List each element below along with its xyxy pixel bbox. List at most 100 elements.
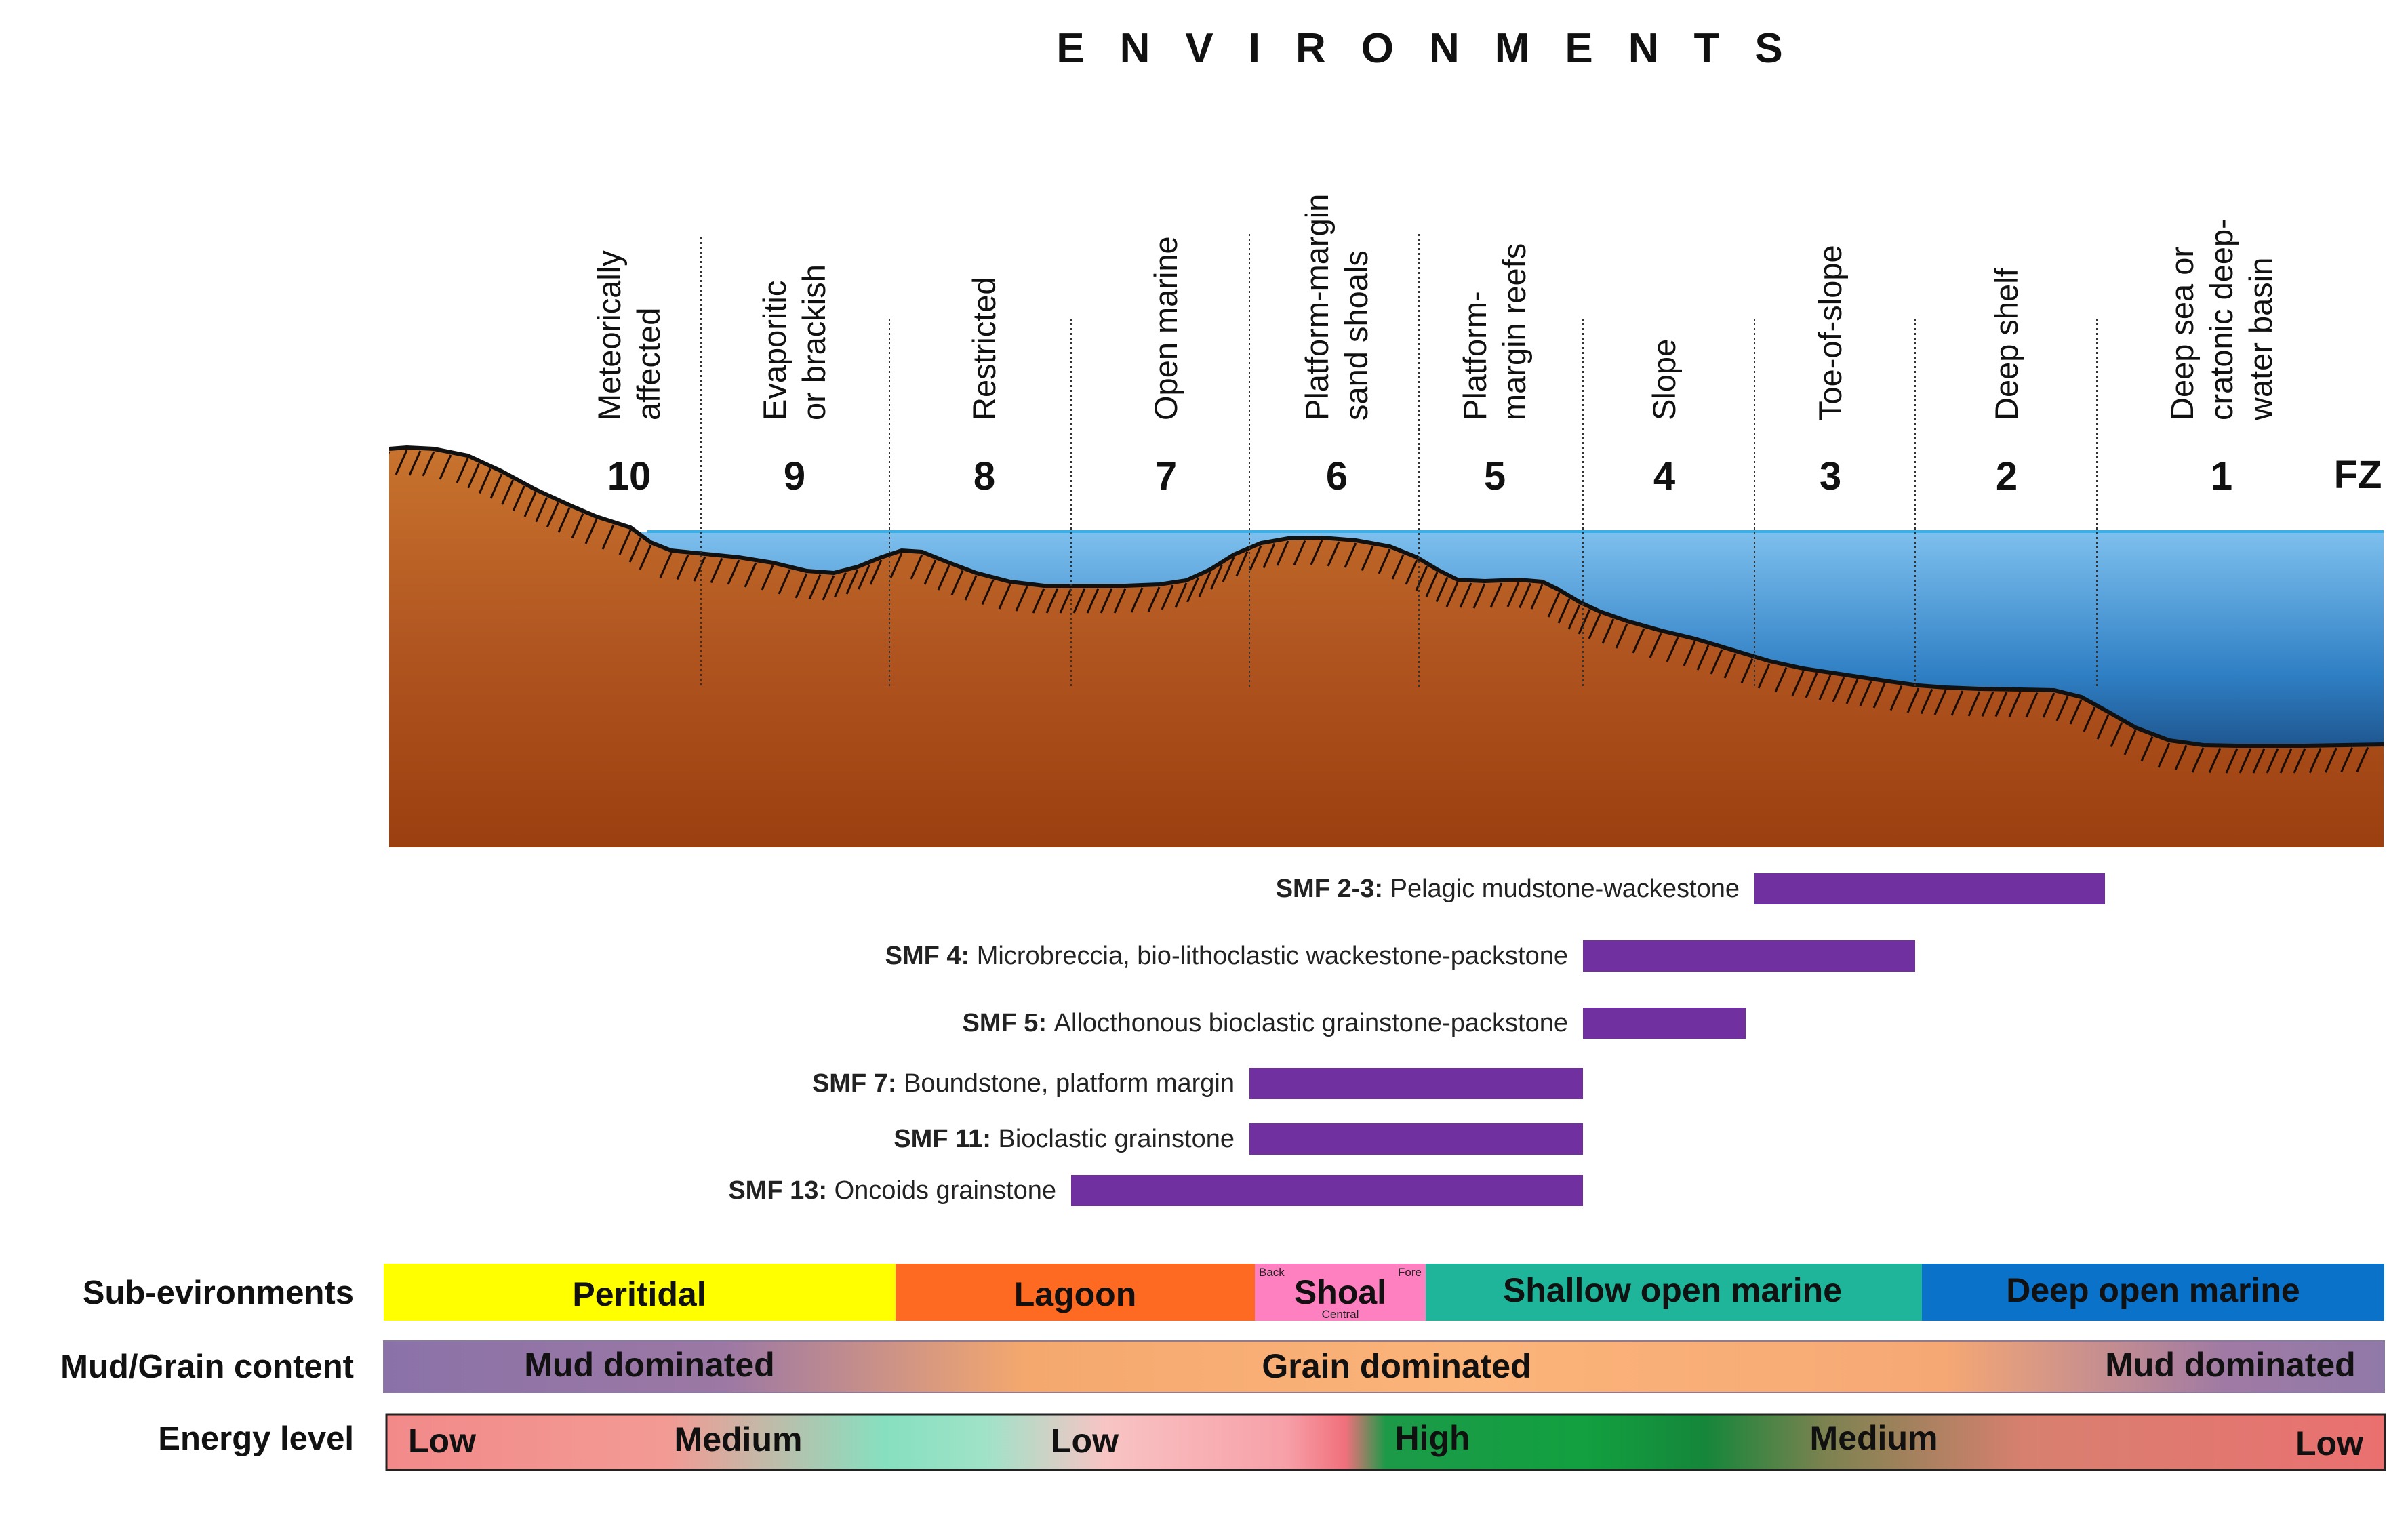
- hatch-mark: [2140, 736, 2154, 762]
- hatch-mark: [1710, 649, 1723, 675]
- hatch-mark: [778, 569, 791, 595]
- energy-level-row: Energy level Low Medium Low High Medium …: [158, 1413, 2386, 1471]
- hatch-mark: [584, 519, 598, 544]
- fz-number-4: 4: [1653, 454, 1675, 498]
- hatch-mark: [1378, 548, 1391, 574]
- hatch-mark: [869, 559, 883, 585]
- fz-number-1: 1: [2211, 454, 2232, 498]
- fz-number-3: 3: [1820, 454, 1841, 498]
- hatch-mark: [1933, 690, 1947, 715]
- smf-code: SMF 4:: [885, 942, 977, 970]
- hatch-mark: [1981, 691, 1994, 717]
- fz-label: FZ: [2334, 453, 2382, 497]
- environment-label-fz1: Deep sea or cratonic deep-water basin: [2164, 218, 2279, 421]
- hatch-mark: [1059, 588, 1072, 614]
- hatch-mark: [710, 557, 723, 584]
- smf-label: SMF 5: Allocthonous bioclastic grainston…: [963, 1009, 1568, 1037]
- band-lagoon: [896, 1264, 1255, 1321]
- hatch-mark: [501, 479, 515, 505]
- hatch-mark: [395, 450, 408, 475]
- hatch-mark: [571, 513, 584, 539]
- hatch-mark: [659, 553, 673, 578]
- environment-label-fz8: Restricted: [966, 277, 1002, 420]
- hatch-mark: [1489, 582, 1503, 608]
- fz-number-8: 8: [974, 454, 995, 498]
- profile-cross-section: [389, 445, 2384, 847]
- hatch-mark: [2279, 748, 2293, 774]
- environment-name-line: Restricted: [966, 277, 1002, 420]
- hatch-mark: [467, 463, 481, 489]
- hatch-mark: [2308, 747, 2322, 774]
- hatch-mark: [1519, 582, 1531, 609]
- hatch-mark: [1994, 692, 2008, 717]
- hatch-mark: [408, 450, 422, 476]
- mud-grain-bar: [383, 1340, 2385, 1393]
- smf-label: SMF 11: Bioclastic grainstone: [894, 1125, 1235, 1153]
- hatch-mark: [2174, 744, 2188, 771]
- smf-label: SMF 7: Boundstone, platform margin: [812, 1069, 1235, 1098]
- hatch-mark: [1222, 557, 1235, 582]
- hatch-mark: [1391, 554, 1405, 580]
- hatch-mark: [2191, 747, 2205, 773]
- hatch-mark: [1344, 542, 1357, 568]
- environment-name-line: sand shoals: [1338, 250, 1374, 420]
- hatch-mark: [1632, 628, 1645, 654]
- energy-low-1: Low: [408, 1422, 476, 1460]
- fz-number-2: 2: [1996, 454, 2018, 498]
- smf-label: SMF 13: Oncoids grainstone: [728, 1176, 1056, 1205]
- hatch-mark: [1615, 623, 1628, 649]
- hatch-mark: [1757, 663, 1771, 689]
- hatch-mark: [1950, 690, 1964, 716]
- smf-range-bar: [1071, 1175, 1583, 1206]
- hatch-mark: [1113, 588, 1127, 614]
- smf-code: SMF 7:: [812, 1069, 904, 1098]
- hatch-mark: [2293, 748, 2306, 774]
- shoal-back-label: Back: [1259, 1266, 1285, 1279]
- hatch-mark: [2340, 747, 2353, 773]
- hatch-mark: [1186, 577, 1199, 603]
- band-peritidal: [384, 1264, 896, 1321]
- hatch-mark: [858, 564, 870, 590]
- hatch-mark: [478, 468, 491, 494]
- hatch-mark: [1459, 582, 1472, 608]
- hatch-mark: [676, 554, 689, 580]
- smf-code: SMF 13:: [728, 1176, 834, 1205]
- hatch-mark: [1723, 653, 1737, 679]
- hatch-mark: [1859, 681, 1872, 706]
- hatch-mark: [1130, 587, 1144, 613]
- environment-name-line: margin reefs: [1496, 243, 1532, 420]
- environment-name-line: affected: [630, 308, 666, 420]
- smf-description: Allocthonous bioclastic grainstone-packs…: [1054, 1009, 1568, 1037]
- hatch-mark: [1415, 565, 1428, 591]
- environment-name-line: Meteorically: [591, 250, 627, 420]
- hatch-mark: [834, 572, 847, 598]
- hatch-mark: [1805, 673, 1818, 698]
- hatch-mark: [808, 574, 822, 600]
- hatch-mark: [1845, 679, 1859, 704]
- hatch-mark: [795, 573, 808, 599]
- hatch-mark: [1174, 582, 1188, 608]
- environment-name-line: Open marine: [1148, 236, 1184, 420]
- smf-range-bar: [1583, 1008, 1746, 1039]
- hatch-mark: [601, 524, 615, 550]
- hatch-mark: [1045, 588, 1059, 614]
- hatch-mark: [2208, 747, 2222, 774]
- hatch-mark: [761, 565, 774, 591]
- hatch-mark: [845, 569, 859, 595]
- hatch-mark: [1920, 688, 1933, 715]
- hatch-mark: [1361, 545, 1374, 572]
- hatch-mark: [628, 537, 642, 563]
- hatch-mark: [2055, 696, 2069, 721]
- hatch-mark: [557, 507, 571, 533]
- smf-label: SMF 2-3: Pelagic mudstone-wackestone: [1276, 875, 1740, 903]
- hatch-mark: [822, 575, 835, 601]
- hatch-mark: [2008, 692, 2022, 717]
- hatch-mark: [1601, 618, 1615, 644]
- hatch-mark: [1310, 540, 1323, 565]
- hatch-mark: [1557, 598, 1571, 624]
- hatch-mark: [1967, 691, 1981, 717]
- smf-range-bar: [1583, 940, 1915, 972]
- environment-name-line: or brackish: [796, 264, 832, 420]
- hatch-mark: [1530, 584, 1544, 610]
- hatch-mark: [2025, 692, 2039, 718]
